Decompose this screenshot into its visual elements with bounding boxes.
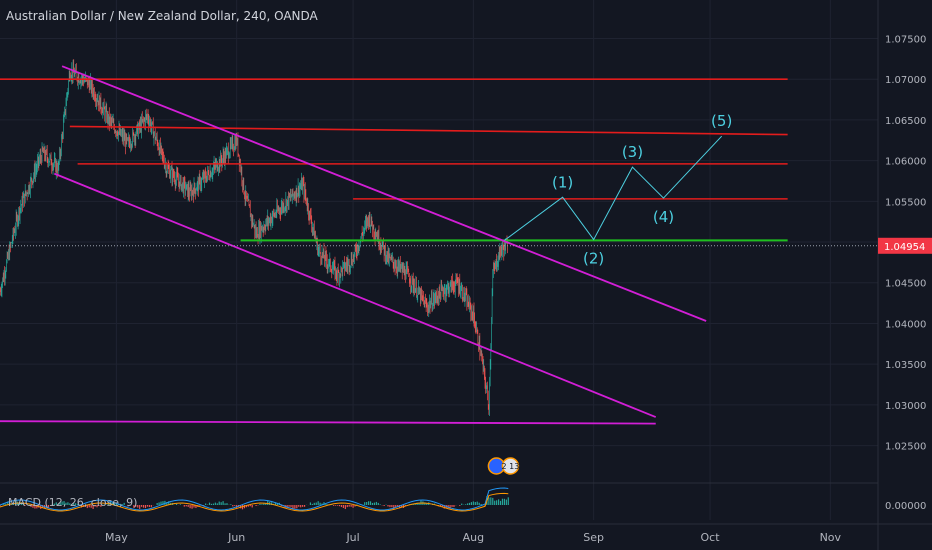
y-tick-label: 1.05500 [885, 197, 926, 208]
y-tick-label: 1.06000 [885, 157, 926, 168]
x-tick-label: May [105, 531, 128, 544]
y-tick-label: 1.03000 [885, 401, 926, 412]
channel-line [0, 420, 656, 425]
y-tick-label: 1.07000 [885, 75, 926, 86]
wave-label: (2) [583, 250, 604, 268]
chart-title: Australian Dollar / New Zealand Dollar, … [6, 9, 318, 23]
x-tick-label: Oct [701, 531, 721, 544]
candles [0, 59, 508, 416]
resistance-line [69, 125, 788, 136]
channel-line [61, 65, 707, 322]
y-tick-label: 1.03500 [885, 360, 926, 371]
x-tick-label: Jul [345, 531, 359, 544]
y-tick-label: 1.07500 [885, 34, 926, 45]
event-count: 2 13 [501, 462, 519, 471]
y-tick-label: 1.04500 [885, 279, 926, 290]
macd-signal-line [0, 492, 509, 512]
event-badge[interactable]: 2 13 [487, 457, 520, 475]
channel-line [53, 172, 657, 418]
wave-label: (5) [711, 112, 732, 130]
y-tick-label: 1.04000 [885, 319, 926, 330]
last-price-tag [878, 237, 932, 254]
event-count-bubble [501, 457, 520, 475]
y-tick-label: 1.02500 [885, 442, 926, 453]
wave-path [504, 135, 723, 241]
wave-label: (1) [552, 173, 573, 191]
wave-label: (3) [622, 143, 643, 161]
macd-line [0, 487, 509, 511]
x-tick-label: Aug [463, 531, 484, 544]
x-tick-label: Jun [227, 531, 245, 544]
x-tick-label: Nov [820, 531, 842, 544]
macd-label: MACD (12, 26, close, 9) [8, 496, 138, 509]
y-tick-label: 1.06500 [885, 116, 926, 127]
last-price-label: 1.04954 [884, 242, 925, 253]
wave-projection: (1) (2) (3) (4) (5) [504, 112, 732, 268]
macd-pane [0, 487, 509, 512]
macd-tick-label: 0.00000 [885, 501, 926, 512]
drawn-lines [0, 65, 878, 425]
x-tick-label: Sep [583, 531, 604, 544]
wave-label: (4) [653, 208, 674, 226]
